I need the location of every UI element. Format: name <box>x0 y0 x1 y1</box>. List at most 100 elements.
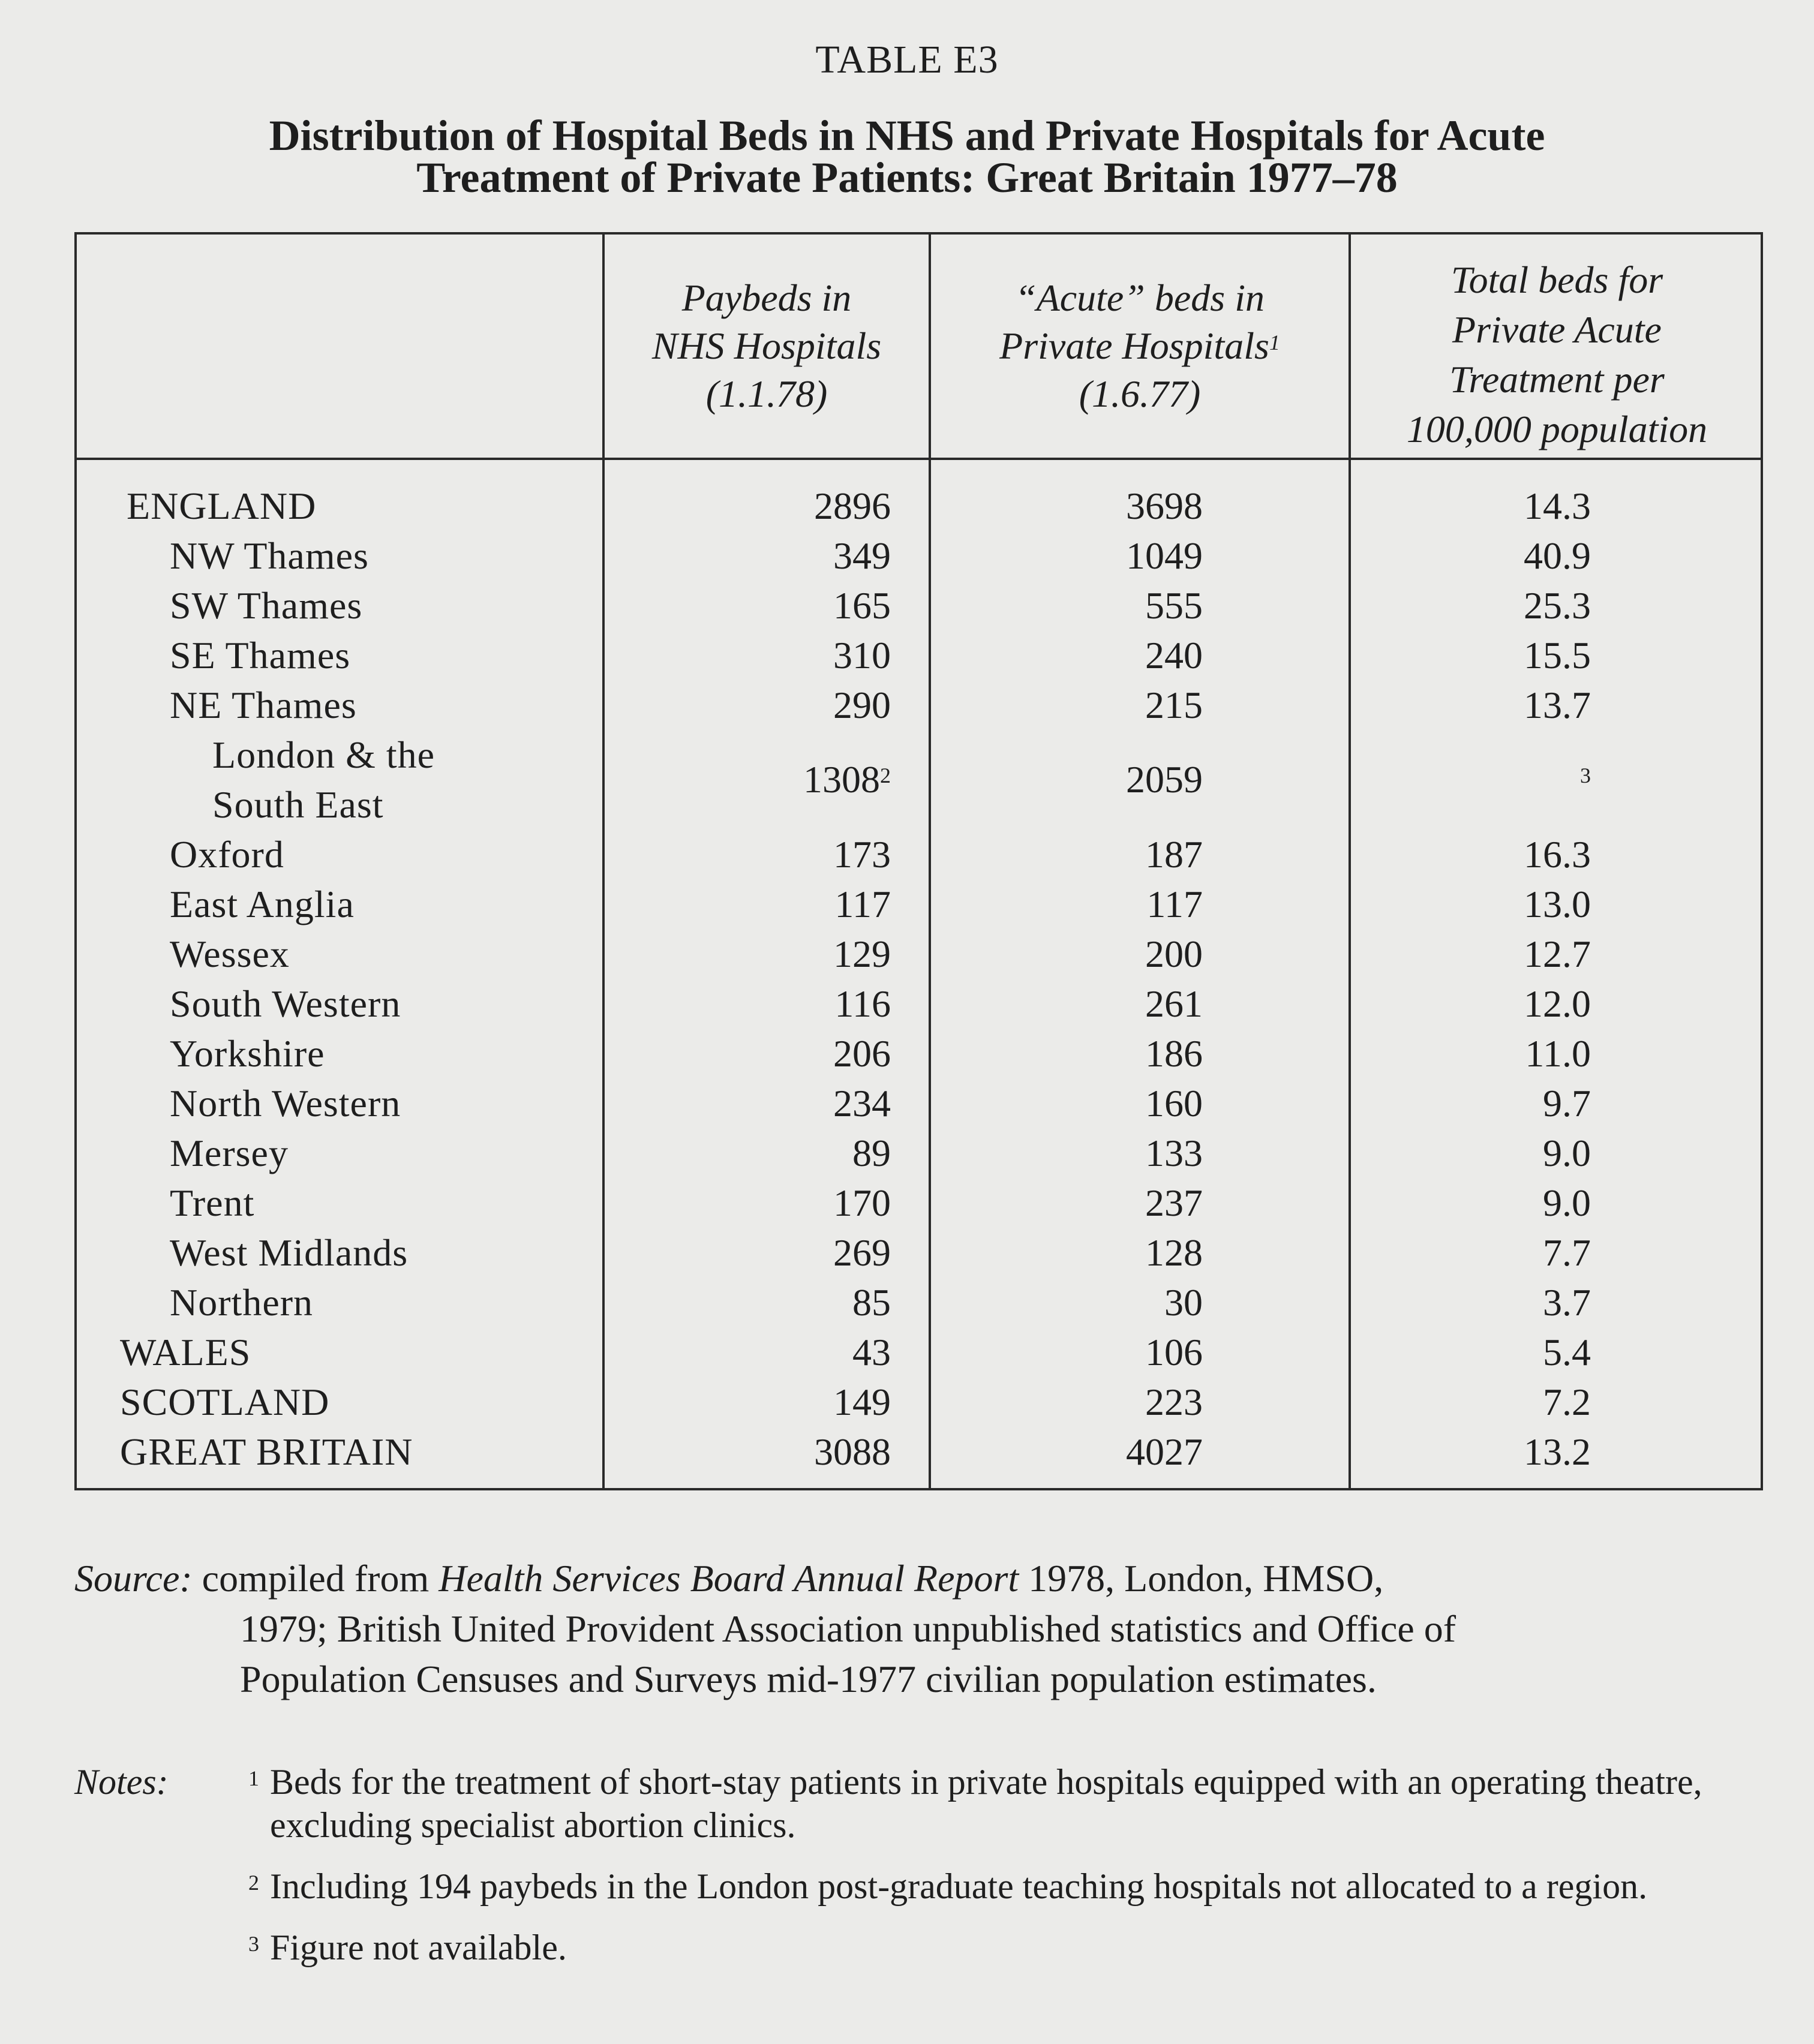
private-beds-cell: 186 <box>1145 1029 1203 1078</box>
cell-value: 15.5 <box>1524 634 1591 677</box>
row-label: SW Thames <box>170 584 363 627</box>
cell-value: 3.7 <box>1543 1281 1591 1324</box>
note-text: Beds for the treatment of short-stay pat… <box>270 1762 1702 1845</box>
private-beds-cell: 223 <box>1145 1377 1203 1427</box>
per-100k-cell: 13.7 <box>1524 680 1591 730</box>
cell-value: 25.3 <box>1524 584 1591 627</box>
cell-value: 85 <box>852 1281 891 1324</box>
header-line: Paybeds in <box>681 276 852 319</box>
cell-value: 5.4 <box>1543 1331 1591 1373</box>
per-100k-cell: 16.3 <box>1524 829 1591 879</box>
note-1: 1 Beds for the treatment of short-stay pa… <box>74 1760 1772 1847</box>
cell-value: 106 <box>1145 1331 1203 1373</box>
row-label: WALES <box>120 1331 251 1373</box>
table-row: ENGLAND 2896 3698 14.3 <box>74 481 1763 531</box>
cell-value: 206 <box>833 1032 891 1075</box>
row-label: West Midlands <box>170 1231 409 1274</box>
row-label: NW Thames <box>170 534 369 577</box>
private-beds-cell: 237 <box>1145 1178 1203 1228</box>
table-title-line-2: Treatment of Private Patients: Great Bri… <box>416 154 1398 202</box>
row-label: GREAT BRITAIN <box>120 1430 413 1473</box>
note-number: 1 <box>248 1766 259 1790</box>
table-row: Trent 170 237 9.0 <box>74 1178 1763 1228</box>
private-beds-cell: 261 <box>1145 979 1203 1029</box>
column-divider <box>1349 232 1351 1490</box>
column-header-per-100k: Total beds for Private Acute Treatment p… <box>1351 255 1763 454</box>
paybeds-cell: 269 <box>833 1228 891 1278</box>
cell-value: 240 <box>1145 634 1203 677</box>
paybeds-cell: 173 <box>833 829 891 879</box>
cell-value: 12.0 <box>1524 982 1591 1025</box>
source-text: 1978, London, HMSO, <box>1028 1557 1384 1600</box>
cell-value: 129 <box>833 933 891 975</box>
cell-value: 4027 <box>1126 1430 1203 1473</box>
paybeds-cell: 85 <box>852 1278 891 1327</box>
private-beds-cell: 160 <box>1145 1078 1203 1128</box>
note-3: 3 Figure not available. <box>74 1926 1772 1969</box>
cell-value: 160 <box>1145 1082 1203 1125</box>
column-divider <box>929 232 931 1490</box>
row-label-line: South East <box>212 783 384 826</box>
cell-value: 13.7 <box>1524 684 1591 726</box>
table-label: TABLE E3 <box>815 38 999 82</box>
table-row: NW Thames 349 1049 40.9 <box>74 531 1763 581</box>
note-number: 2 <box>248 1871 259 1895</box>
cell-value: 13.0 <box>1524 883 1591 925</box>
source-text: 1979; British United Provident Associati… <box>240 1607 1456 1650</box>
row-label: SCOTLAND <box>120 1381 330 1423</box>
per-100k-cell: 15.5 <box>1524 630 1591 680</box>
per-100k-cell: 12.7 <box>1524 929 1591 979</box>
header-line-text: Private Hospitals <box>999 324 1269 367</box>
cell-value: 310 <box>833 634 891 677</box>
cell-value: 223 <box>1145 1381 1203 1423</box>
footnote-marker: 1 <box>1269 330 1280 354</box>
paybeds-cell: 349 <box>833 531 891 581</box>
column-header-private-beds: “Acute” beds in Private Hospitals1 (1.6.… <box>931 274 1349 418</box>
private-beds-cell: 1049 <box>1126 531 1203 581</box>
cell-value: 186 <box>1145 1032 1203 1075</box>
note-text: Figure not available. <box>270 1928 567 1967</box>
cell-value: 234 <box>833 1082 891 1125</box>
per-100k-cell: 9.0 <box>1543 1178 1591 1228</box>
private-beds-cell: 555 <box>1145 581 1203 630</box>
header-line: (1.6.77) <box>1079 372 1201 415</box>
source-label: Source: <box>74 1557 193 1600</box>
table-row: NE Thames 290 215 13.7 <box>74 680 1763 730</box>
private-beds-cell: 187 <box>1145 829 1203 879</box>
table-row: West Midlands 269 128 7.7 <box>74 1228 1763 1278</box>
cell-value: 9.0 <box>1543 1182 1591 1224</box>
header-line: Private Hospitals1 <box>931 322 1349 370</box>
table-row: Oxford 173 187 16.3 <box>74 829 1763 879</box>
notes-label: Notes: <box>74 1762 169 1802</box>
paybeds-cell: 89 <box>852 1128 891 1178</box>
paybeds-cell: 3088 <box>814 1427 891 1477</box>
paybeds-cell: 165 <box>833 581 891 630</box>
per-100k-cell: 13.2 <box>1524 1427 1591 1477</box>
per-100k-cell: 5.4 <box>1543 1327 1591 1377</box>
cell-value: 187 <box>1145 833 1203 876</box>
paybeds-cell: 170 <box>833 1178 891 1228</box>
row-label: Yorkshire <box>170 1032 325 1075</box>
table-row: Mersey 89 133 9.0 <box>74 1128 1763 1178</box>
cell-value: 1308 <box>803 758 880 801</box>
cell-value: 165 <box>833 584 891 627</box>
notes: Notes: 1 Beds for the treatment of short-… <box>74 1760 1772 1987</box>
table-row: East Anglia 117 117 13.0 <box>74 879 1763 929</box>
private-beds-cell: 4027 <box>1126 1427 1203 1477</box>
paybeds-cell: 310 <box>833 630 891 680</box>
source-text: compiled from <box>202 1557 430 1600</box>
paybeds-cell: 43 <box>852 1327 891 1377</box>
per-100k-cell: 9.0 <box>1543 1128 1591 1178</box>
private-beds-cell: 3698 <box>1126 481 1203 531</box>
table-row: Wessex 129 200 12.7 <box>74 929 1763 979</box>
cell-value: 117 <box>1146 883 1203 925</box>
row-label: NE Thames <box>170 684 357 726</box>
private-beds-cell: 133 <box>1145 1128 1203 1178</box>
table-title-line-1: Distribution of Hospital Beds in NHS and… <box>269 112 1545 160</box>
cell-value: 261 <box>1145 982 1203 1025</box>
row-label: London & the South East <box>212 730 435 829</box>
per-100k-cell: 14.3 <box>1524 481 1591 531</box>
table-row: SCOTLAND 149 223 7.2 <box>74 1377 1763 1427</box>
footnote-marker: 2 <box>880 764 891 787</box>
table-border <box>74 232 1763 1490</box>
